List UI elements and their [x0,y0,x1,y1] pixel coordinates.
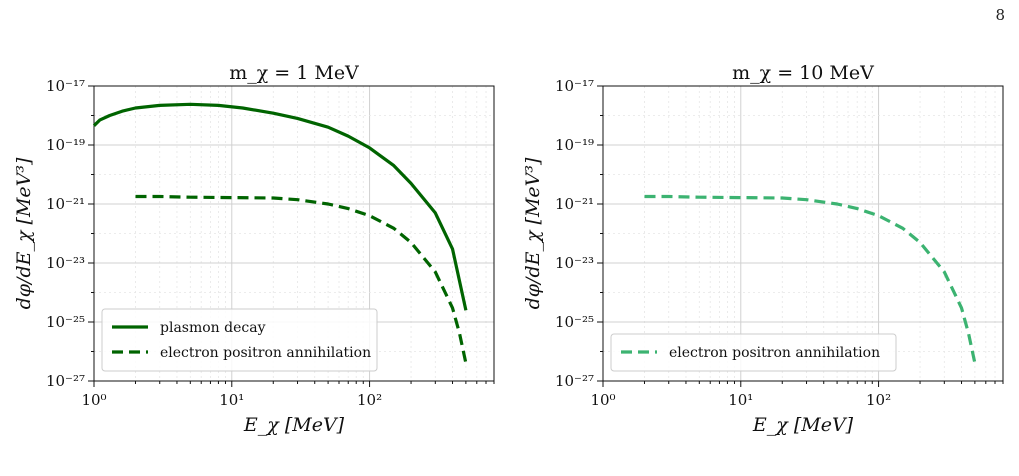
x-tick-label: 10¹ [728,391,753,409]
y-tick-label: 10⁻²⁷ [46,372,85,390]
legend: electron positron annihilation [610,333,897,372]
x-tick-label: 10¹ [219,391,244,409]
x-tick-label: 10² [357,391,382,409]
page-number: 8 [995,6,1005,24]
chart-title: m_χ = 1 MeV [229,62,359,84]
y-tick-label: 10⁻²⁷ [555,372,594,390]
y-tick-label: 10⁻¹⁷ [46,77,85,95]
y-tick-label: 10⁻¹⁷ [555,77,594,95]
y-axis-title: dφ/dE_χ [MeV³] [522,157,544,309]
y-axis-title: dφ/dE_χ [MeV³] [13,157,35,309]
y-tick-label: 10⁻²³ [46,254,85,272]
x-axis-title: E_χ [MeV] [752,414,854,436]
chart-panel-2: 10⁰ 10¹ 10² 10⁻²⁷ 10⁻²⁵ 10⁻²³ 10⁻²¹ 10⁻¹⁹ 10⁻¹⁷ m… [522,62,1004,436]
y-tick-label: 10⁻²⁵ [555,313,594,331]
y-tick-label: 10⁻²¹ [555,195,594,213]
legend: plasmon decay electron positron annihilat… [101,308,378,372]
y-tick-label: 10⁻²¹ [46,195,85,213]
legend-box [101,308,378,372]
x-axis-title: E_χ [MeV] [243,414,345,436]
x-tick-label: 10² [866,391,891,409]
legend-label: plasmon decay [160,320,266,336]
x-tick-label: 10⁰ [590,391,615,409]
x-tick-label: 10⁰ [81,391,106,409]
y-tick-label: 10⁻¹⁹ [555,136,594,154]
legend-box [610,333,897,372]
chart-panel-1: 10⁰ 10¹ 10² 10⁻²⁷ 10⁻²⁵ 10⁻²³ 10⁻²¹ 10⁻¹⁹ 10⁻¹⁷ m… [13,62,495,436]
y-tick-label: 10⁻²⁵ [46,313,85,331]
series-line-plasmon-decay [92,102,468,311]
y-tick-label: 10⁻¹⁹ [46,136,85,154]
legend-label: electron positron annihilation [669,345,880,361]
legend-label: electron positron annihilation [160,345,371,361]
y-tick-label: 10⁻²³ [555,254,594,272]
series-line-electron-positron-annihilation [644,194,977,364]
series-line-electron-positron-annihilation [135,194,468,364]
chart-title: m_χ = 10 MeV [732,62,874,84]
